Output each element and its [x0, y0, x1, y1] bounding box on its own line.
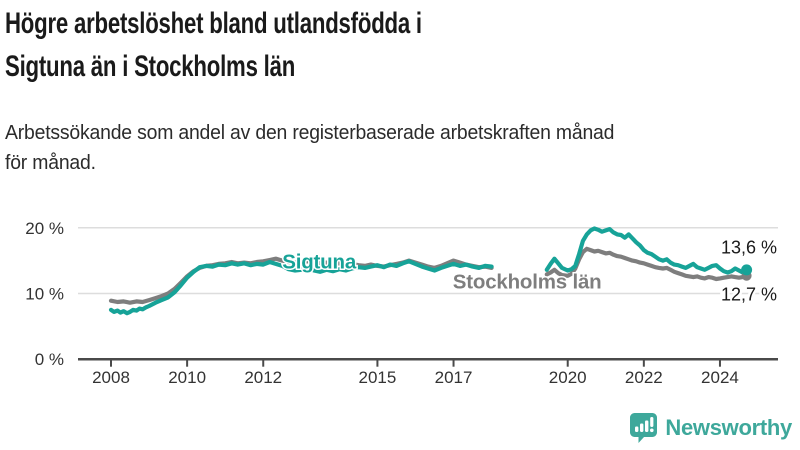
y-axis-tick-label: 20 % — [25, 219, 64, 238]
title-line-2: Sigtuna än i Stockholms län — [5, 50, 296, 83]
unemployment-line-chart: 2008 2010 2012 2015 2017 2020 2022 2024 0 % 10 % 2… — [25, 219, 779, 387]
series-end-dot — [741, 264, 753, 276]
y-axis-tick-label: 10 % — [25, 285, 64, 304]
newsworthy-logo-text: Newsworthy — [665, 415, 792, 440]
x-axis-tick-label: 2012 — [244, 368, 282, 387]
series-end-value-label: 12,7 % — [721, 285, 777, 305]
x-axis-tick-label: 2024 — [701, 368, 739, 387]
chart-subtitle: Arbetssökande som andel av den registerb… — [5, 118, 633, 178]
newsworthy-logo: Newsworthy — [629, 412, 792, 444]
x-axis-tick-label: 2010 — [168, 368, 206, 387]
series-label: Stockholms län — [453, 270, 602, 293]
subtitle-line-2: för månad. — [5, 152, 96, 174]
page-title: Högre arbetslöshet bland utlandsfödda i … — [5, 2, 568, 88]
title-line-1: Högre arbetslöshet bland utlandsfödda i — [5, 7, 422, 40]
y-axis-tick-label: 0 % — [35, 350, 64, 369]
series-label: Sigtuna — [282, 251, 357, 274]
x-axis-tick-label: 2020 — [549, 368, 587, 387]
series-line-sigtuna — [108, 259, 494, 316]
x-axis-tick-label: 2017 — [435, 368, 473, 387]
subtitle-line-1: Arbetssökande som andel av den registerb… — [5, 122, 615, 144]
series-end-value-label: 13,6 % — [721, 238, 777, 258]
x-axis-tick-label: 2022 — [625, 368, 663, 387]
newsworthy-chart-bubble-icon — [630, 413, 658, 443]
x-axis-tick-label: 2008 — [92, 368, 130, 387]
series-line-stockholms-l-n — [544, 246, 749, 282]
series-line-sigtuna — [544, 226, 749, 275]
x-axis-tick-label: 2015 — [359, 368, 397, 387]
